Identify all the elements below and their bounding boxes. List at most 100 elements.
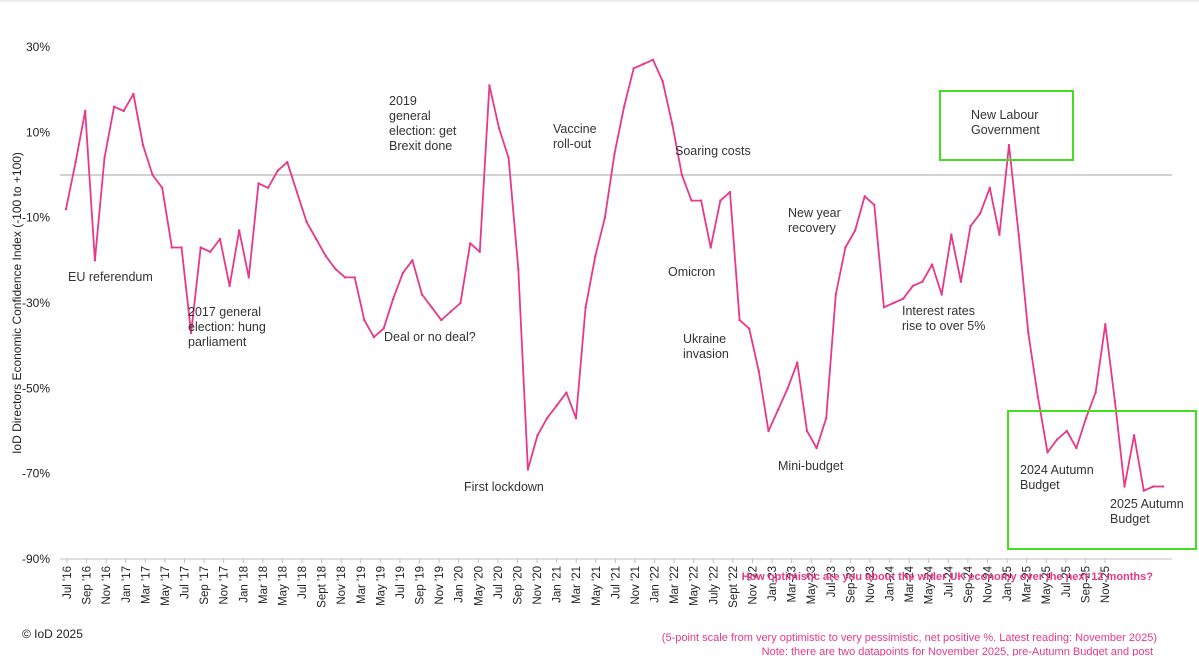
- x-tick-label: Sep '20: [512, 566, 524, 605]
- annotation-election-2019: 2019 general election: get Brexit done: [389, 94, 457, 153]
- data-point: [180, 246, 183, 249]
- x-tick-label: Mar-24: [904, 565, 916, 602]
- data-point: [902, 297, 905, 300]
- data-point: [584, 306, 587, 309]
- data-point: [1113, 399, 1117, 403]
- data-point: [392, 297, 395, 300]
- data-point: [863, 195, 866, 198]
- footnote-note: Note: there are two datapoints for Novem…: [762, 646, 1153, 656]
- data-point: [440, 318, 443, 322]
- x-tick-label: Jan-25: [1002, 566, 1014, 601]
- data-point: [988, 186, 991, 189]
- data-point: [680, 173, 684, 177]
- data-point: [921, 280, 924, 283]
- data-point: [979, 212, 982, 215]
- annotation-line: New Labour: [971, 108, 1038, 122]
- data-point: [122, 109, 125, 113]
- annotation-line: general: [389, 109, 431, 123]
- data-point: [93, 259, 97, 262]
- data-point: [786, 387, 789, 390]
- x-tick-label: May-25: [1041, 566, 1053, 604]
- data-point: [834, 293, 837, 296]
- x-tick-label: Jan '21: [552, 566, 564, 603]
- x-tick-label: Sep-24: [963, 565, 975, 603]
- data-point: [998, 233, 1001, 236]
- annotation-new-labour-government: New Labour Government: [971, 108, 1040, 137]
- data-point: [257, 182, 260, 185]
- data-point: [1017, 233, 1020, 236]
- x-tick-label: Jan-23: [767, 566, 779, 601]
- x-tick-label: Jul '19: [395, 566, 407, 599]
- annotation-deal-or-no-deal: Deal or no deal?: [384, 330, 476, 344]
- x-tick-label: May-23: [806, 566, 818, 604]
- data-point: [430, 306, 433, 309]
- x-tick-label: Nov '22: [747, 566, 759, 605]
- data-point: [74, 161, 77, 164]
- data-point: [1027, 331, 1030, 335]
- data-point: [545, 417, 549, 420]
- annotation-line: Soaring costs: [675, 144, 751, 158]
- annotation-line: Brexit done: [389, 139, 452, 153]
- x-tick-label: Jan-24: [885, 565, 897, 601]
- x-tick-label: Nov '18: [336, 566, 348, 605]
- annotation-line: parliament: [188, 335, 247, 349]
- y-axis: 30% 10% -10% -30% -50% -70% -90%: [22, 40, 50, 566]
- annotation-line: Mini-budget: [778, 459, 844, 473]
- data-point: [613, 152, 616, 155]
- data-point: [728, 190, 732, 194]
- data-point: [112, 105, 116, 108]
- footnote-scale: (5-point scale from very optimistic to v…: [662, 632, 1157, 644]
- annotation-line: Deal or no deal?: [384, 330, 476, 344]
- data-point: [1123, 485, 1126, 488]
- data-point: [574, 417, 578, 420]
- x-tick-label: Nov '20: [532, 566, 544, 605]
- copyright: © IoD 2025: [22, 627, 83, 641]
- data-point: [517, 267, 520, 271]
- x-tick-label: Mar '21: [571, 566, 583, 604]
- data-point: [603, 216, 607, 219]
- annotation-line: First lockdown: [464, 480, 544, 494]
- data-point: [363, 318, 366, 322]
- data-point: [767, 429, 770, 433]
- data-point: [372, 335, 376, 339]
- data-point: [469, 242, 472, 245]
- x-tick-label: Jan '17: [121, 566, 133, 603]
- data-point: [1075, 446, 1078, 450]
- x-tick-label: Mar '18: [258, 566, 270, 604]
- data-point: [247, 276, 250, 279]
- data-point: [459, 301, 462, 305]
- data-point: [151, 173, 154, 177]
- x-tick-label: Sep '19: [415, 566, 427, 605]
- data-point: [343, 276, 347, 279]
- data-point: [228, 284, 231, 288]
- data-points: [64, 58, 1165, 492]
- data-point: [295, 190, 299, 194]
- annotation-line: 2025 Autumn: [1110, 497, 1184, 511]
- data-point: [488, 84, 491, 87]
- annotation-line: Vaccine: [553, 122, 597, 136]
- data-point: [1152, 485, 1155, 488]
- data-point: [507, 156, 510, 160]
- data-point: [103, 156, 106, 160]
- annotation-line: Budget: [1020, 478, 1060, 492]
- data-point: [170, 246, 174, 249]
- annotation-line: election: get: [389, 124, 457, 138]
- annotation-line: roll-out: [553, 137, 592, 151]
- x-tick-label: Jul-24: [943, 565, 955, 597]
- data-point: [238, 229, 241, 232]
- y-tick-label: -50%: [22, 381, 50, 395]
- data-point: [642, 62, 645, 66]
- data-point: [632, 67, 635, 70]
- data-point: [796, 361, 799, 364]
- annotation-line: New year: [788, 206, 841, 220]
- x-tick-label: May '19: [375, 566, 387, 606]
- data-point: [1055, 438, 1059, 441]
- x-tick-label: Mar '22: [669, 566, 681, 604]
- annotation-line: Budget: [1110, 512, 1150, 526]
- x-tick-label: Nov '17: [219, 566, 231, 605]
- y-tick-label: 10%: [26, 125, 50, 139]
- data-point: [132, 92, 135, 96]
- x-tick-label: Jan '22: [650, 566, 662, 603]
- data-point: [844, 246, 847, 249]
- x-tick-label: Nov '16: [101, 566, 113, 605]
